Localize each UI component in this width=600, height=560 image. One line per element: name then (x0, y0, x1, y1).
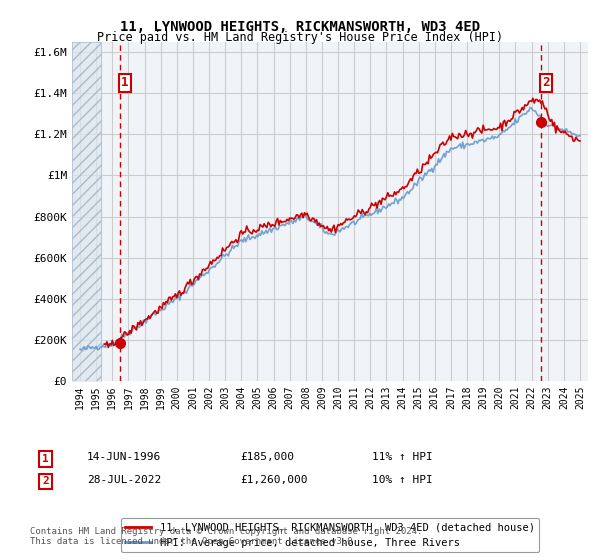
Text: Contains HM Land Registry data © Crown copyright and database right 2024.
This d: Contains HM Land Registry data © Crown c… (30, 526, 422, 546)
Text: Price paid vs. HM Land Registry's House Price Index (HPI): Price paid vs. HM Land Registry's House … (97, 31, 503, 44)
Text: 2: 2 (42, 477, 49, 487)
Text: 28-JUL-2022: 28-JUL-2022 (87, 475, 161, 485)
Text: 11% ↑ HPI: 11% ↑ HPI (372, 452, 433, 463)
Text: £1,260,000: £1,260,000 (240, 475, 308, 485)
Text: £185,000: £185,000 (240, 452, 294, 463)
Text: 11, LYNWOOD HEIGHTS, RICKMANSWORTH, WD3 4ED: 11, LYNWOOD HEIGHTS, RICKMANSWORTH, WD3 … (120, 20, 480, 34)
Legend: 11, LYNWOOD HEIGHTS, RICKMANSWORTH, WD3 4ED (detached house), HPI: Average price: 11, LYNWOOD HEIGHTS, RICKMANSWORTH, WD3 … (121, 518, 539, 552)
Text: 10% ↑ HPI: 10% ↑ HPI (372, 475, 433, 485)
Text: 1: 1 (42, 454, 49, 464)
Text: 2: 2 (542, 76, 550, 89)
Text: 14-JUN-1996: 14-JUN-1996 (87, 452, 161, 463)
Text: 1: 1 (121, 76, 129, 89)
